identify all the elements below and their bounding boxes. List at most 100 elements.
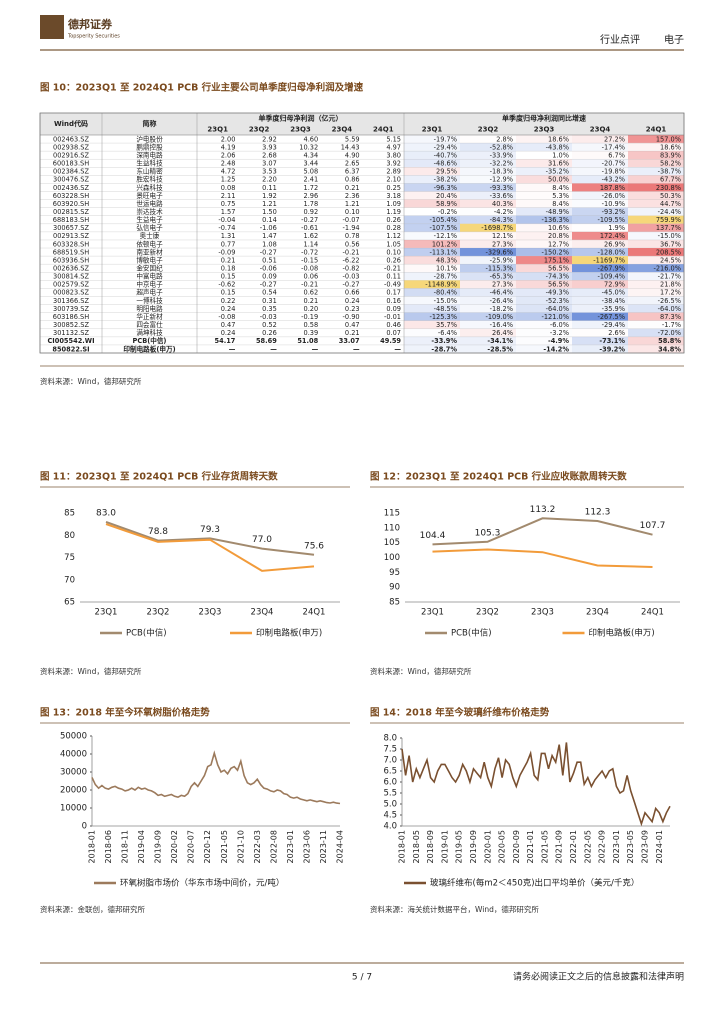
table-cell: 2.48 bbox=[221, 160, 236, 168]
series-line bbox=[91, 750, 341, 805]
table-cell: -105.4% bbox=[429, 216, 457, 224]
table-cell: PCB(中信) bbox=[133, 336, 167, 345]
table-cell: 0.06 bbox=[304, 273, 319, 281]
cell-bg bbox=[516, 183, 572, 192]
table-cell: 1.57 bbox=[221, 208, 236, 216]
table-cell: -6.22 bbox=[343, 256, 360, 264]
x-tick-label: 2019-09 bbox=[154, 830, 163, 863]
table-cell: -26.0% bbox=[602, 192, 625, 200]
table-cell: -109.4% bbox=[597, 273, 625, 281]
table-subhead: 23Q3 bbox=[290, 126, 311, 134]
table-cell: 10.6% bbox=[548, 224, 569, 232]
x-tick-label: 2018-05 bbox=[412, 830, 421, 863]
table-cell: 157.0% bbox=[656, 135, 681, 143]
table-cell: -73.1% bbox=[599, 337, 625, 345]
table-cell: 沪电股份 bbox=[136, 134, 163, 143]
cell-bg bbox=[516, 264, 572, 273]
cell-bg bbox=[460, 320, 516, 329]
table-cell: 603936.SH bbox=[53, 256, 89, 264]
table-cell: 0.20 bbox=[304, 305, 319, 313]
table-cell: -6.4% bbox=[438, 329, 457, 337]
cell-bg bbox=[628, 223, 684, 232]
table-cell: 0.10 bbox=[345, 208, 360, 216]
logo-icon bbox=[40, 15, 64, 39]
x-tick-label: 2018-06 bbox=[104, 830, 113, 863]
cell-bg bbox=[516, 256, 572, 265]
table-cell: 2.36 bbox=[345, 192, 360, 200]
table-cell: -1698.7% bbox=[481, 224, 513, 232]
table-subhead: 23Q2 bbox=[249, 126, 270, 134]
cell-bg bbox=[628, 256, 684, 265]
table-cell: 175.1% bbox=[544, 256, 569, 264]
table-cell: 44.7% bbox=[660, 200, 681, 208]
table-cell: 0.23 bbox=[345, 305, 360, 313]
table-cell: 胜宏科技 bbox=[136, 175, 163, 184]
table-cell: 0.14 bbox=[262, 216, 277, 224]
table-cell: CI005542.WI bbox=[47, 337, 94, 345]
x-tick-label: 23Q3 bbox=[531, 608, 554, 618]
table-cell: — bbox=[394, 345, 401, 353]
table-cell: 3.80 bbox=[386, 151, 401, 159]
table-cell: -0.27 bbox=[260, 248, 277, 256]
table-cell: -115.3% bbox=[485, 265, 513, 273]
x-tick-label: 2020-12 bbox=[203, 830, 212, 863]
table-cell: 29.5% bbox=[436, 168, 457, 176]
cell-bg bbox=[628, 167, 684, 176]
cell-bg bbox=[404, 320, 460, 329]
cell-bg bbox=[404, 272, 460, 281]
cell-bg bbox=[404, 223, 460, 232]
table-cell: 4.34 bbox=[304, 151, 319, 159]
cell-bg bbox=[572, 248, 628, 257]
table-cell: -107.5% bbox=[429, 224, 457, 232]
table-cell: -0.21 bbox=[301, 281, 318, 289]
cell-bg bbox=[460, 223, 516, 232]
cell-bg bbox=[516, 175, 572, 184]
table-cell: 0.31 bbox=[262, 297, 277, 305]
y-tick-label: 4.5 bbox=[383, 811, 397, 821]
table-cell: 21.8% bbox=[660, 281, 681, 289]
table-cell: 0.24 bbox=[221, 305, 236, 313]
cell-bg bbox=[516, 207, 572, 216]
cell-bg bbox=[404, 239, 460, 249]
cell-bg bbox=[516, 248, 572, 257]
figure-source: 资料来源：Wind，德邦研究所 bbox=[40, 376, 142, 386]
y-tick-label: 8.0 bbox=[383, 734, 397, 744]
cell-bg bbox=[460, 248, 516, 257]
table-cell: 0.66 bbox=[345, 289, 360, 297]
table-cell: 26.4% bbox=[492, 329, 513, 337]
cell-bg bbox=[628, 135, 684, 144]
table-cell: -26.4% bbox=[490, 297, 513, 305]
cell-bg bbox=[404, 296, 460, 305]
table-cell: -28.5% bbox=[487, 345, 513, 353]
table-cell: -0.82 bbox=[343, 265, 360, 273]
table-cell: -45.0% bbox=[602, 289, 625, 297]
table-cell: 40.3% bbox=[492, 200, 513, 208]
table-cell: 东山精密 bbox=[136, 167, 163, 176]
series-line bbox=[432, 548, 653, 568]
cell-bg bbox=[404, 264, 460, 273]
table-cell: 3.93 bbox=[262, 143, 277, 151]
cell-bg bbox=[404, 256, 460, 265]
cell-bg bbox=[516, 159, 572, 168]
table-cell: -43.2% bbox=[602, 176, 625, 184]
table-cell: -1.06 bbox=[260, 224, 277, 232]
table-cell: 2.65 bbox=[345, 160, 360, 168]
y-tick-label: 110 bbox=[384, 523, 400, 533]
table-cell: 2.96 bbox=[304, 192, 319, 200]
x-tick-label: 2020-02 bbox=[170, 830, 179, 863]
table-cell: 0.21 bbox=[345, 329, 360, 337]
x-tick-label: 23Q1 bbox=[421, 608, 444, 618]
table-cell: 0.78 bbox=[345, 232, 360, 240]
table-cell: 4.97 bbox=[386, 143, 401, 151]
table-cell: 002916.SZ bbox=[53, 151, 89, 159]
table-subhead: 23Q4 bbox=[590, 126, 611, 134]
table-cell: -39.2% bbox=[599, 345, 625, 353]
table-cell: 8.4% bbox=[552, 200, 569, 208]
table-cell: -28.7% bbox=[434, 273, 457, 281]
table-cell: 0.21 bbox=[345, 184, 360, 192]
table-cell: 生益科技 bbox=[136, 159, 163, 168]
table-cell: 187.8% bbox=[600, 184, 625, 192]
table-cell: -1.94 bbox=[343, 224, 360, 232]
table-cell: 72.9% bbox=[604, 281, 625, 289]
cell-bg bbox=[572, 288, 628, 297]
